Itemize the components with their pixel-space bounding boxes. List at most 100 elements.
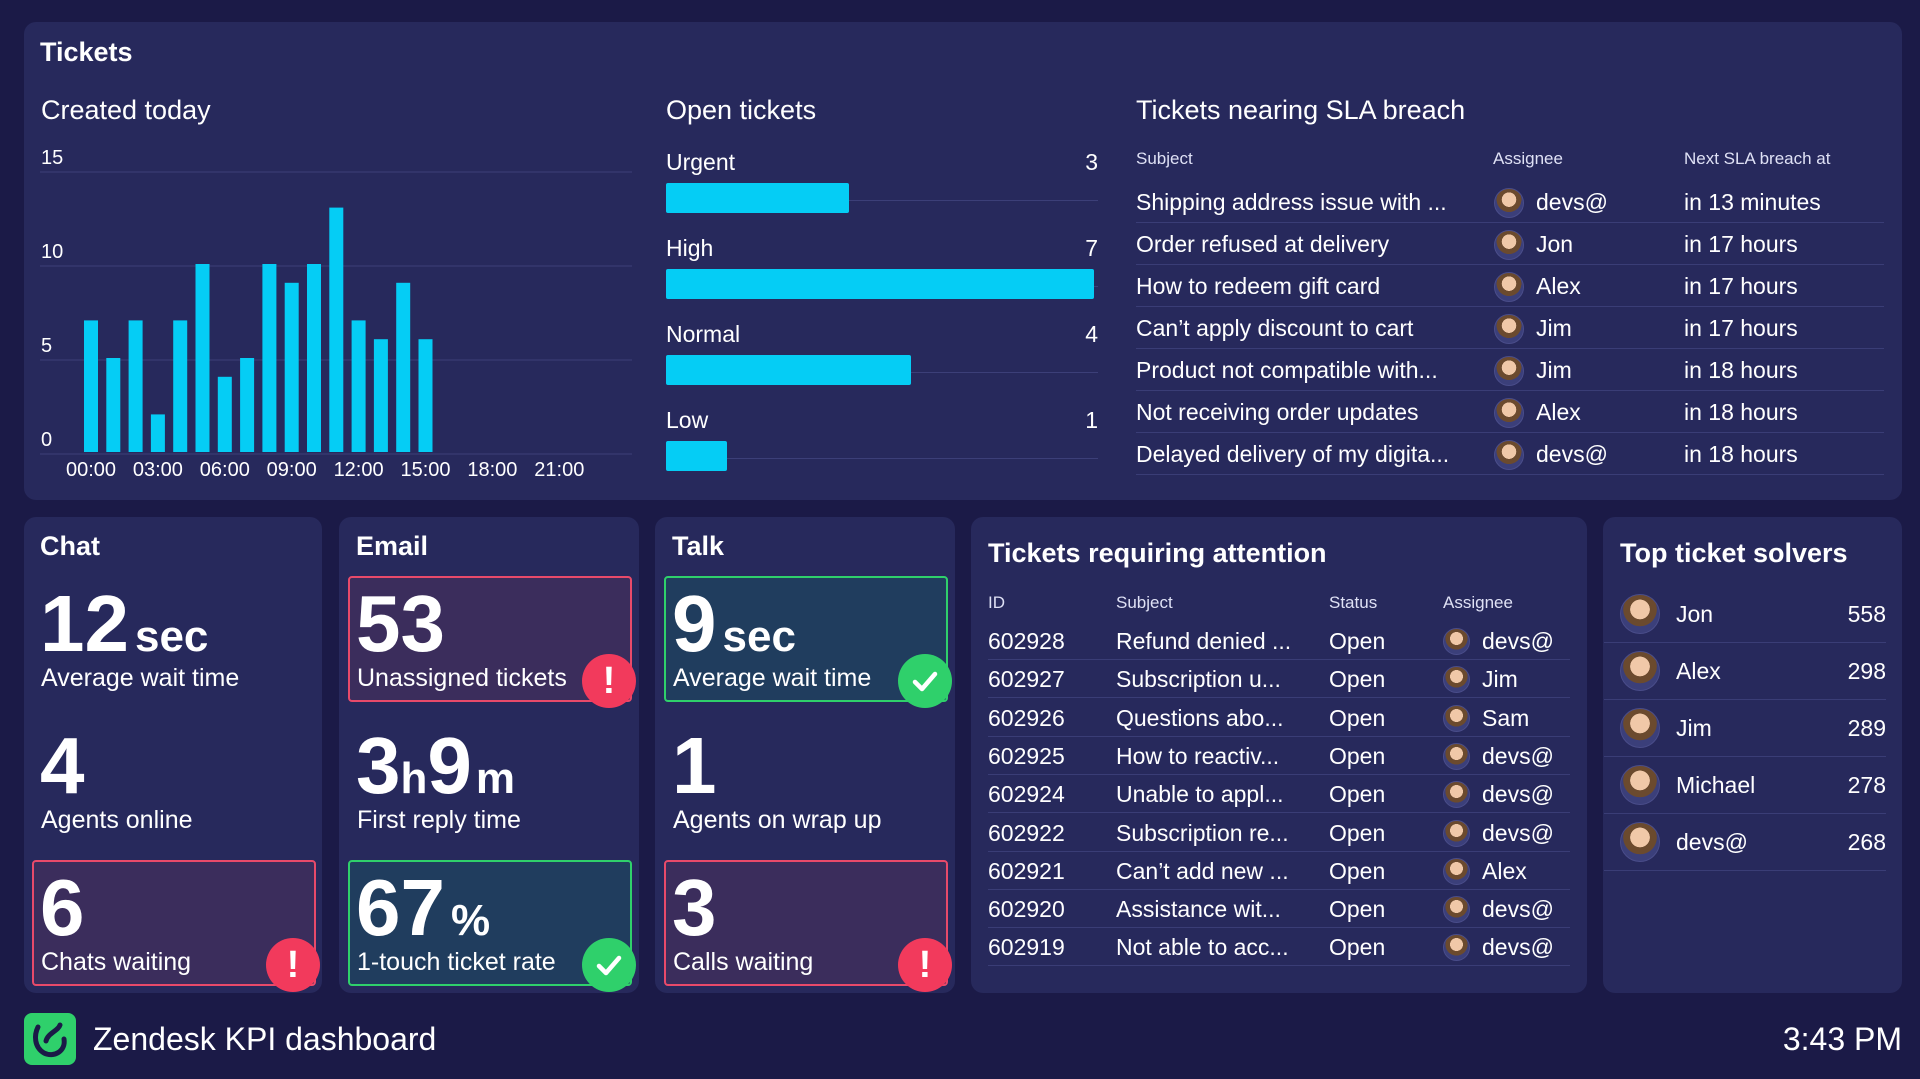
attention-id: 602928 (988, 628, 1065, 654)
chat-agents-value: 4 (40, 721, 85, 810)
attention-subject: Can’t add new ... (1116, 857, 1289, 884)
attention-assignee: Sam (1482, 704, 1530, 731)
open-tickets-bar (666, 183, 849, 213)
first-reply-hours: 3 (356, 721, 401, 810)
attention-assignee: devs@ (1482, 742, 1554, 769)
solver-avatar-icon (1620, 765, 1660, 805)
solver-row[interactable]: Jim 289 (1604, 700, 1886, 757)
attention-status: Open (1329, 896, 1386, 923)
sla-row[interactable]: How to redeem gift card Alex in 17 hours (1136, 265, 1884, 307)
sla-next-breach: in 17 hours (1684, 273, 1798, 299)
open-tickets-label: Low (666, 407, 709, 433)
chats-waiting-value: 6 (40, 863, 85, 952)
attention-assignee: devs@ (1482, 896, 1554, 923)
attention-assignee: Jim (1482, 666, 1518, 693)
talk-wait-value: 9 sec (672, 584, 796, 664)
solver-avatar-icon (1620, 594, 1660, 634)
attention-row[interactable]: 602920 Assistance wit... Open devs@ (988, 890, 1570, 929)
sla-row[interactable]: Product not compatible with... Jim in 18 h… (1136, 349, 1884, 391)
calls-waiting-value: 3 (672, 863, 717, 952)
sla-row[interactable]: Order refused at delivery Jon in 17 hours (1136, 223, 1884, 265)
solver-count: 298 (1847, 658, 1886, 684)
solver-name: Alex (1676, 658, 1721, 684)
assignee-avatar-icon (1494, 188, 1524, 218)
sla-subject: Delayed delivery of my digita... (1136, 441, 1450, 467)
attention-assignee: devs@ (1482, 819, 1554, 846)
sla-header-assignee: Assignee (1493, 149, 1563, 168)
sla-title: Tickets nearing SLA breach (1136, 95, 1466, 125)
tickets-panel-title: Tickets (40, 37, 133, 67)
attention-status: Open (1329, 704, 1386, 731)
attention-row[interactable]: 602928 Refund denied ... Open devs@ (988, 622, 1570, 660)
attention-subject: Subscription u... (1116, 666, 1281, 693)
sla-assignee: Jon (1536, 231, 1574, 257)
sla-row[interactable]: Shipping address issue with ... devs@ in 1… (1136, 181, 1884, 223)
open-tickets-row-urgent: Urgent 3 (666, 149, 1098, 235)
solver-count: 558 (1847, 601, 1886, 627)
talk-wait-number: 9 (672, 579, 717, 668)
solver-count: 289 (1847, 715, 1886, 741)
talk-wait-unit: sec (722, 612, 796, 661)
attention-row[interactable]: 602926 Questions abo... Open Sam (988, 699, 1570, 737)
open-tickets-row-normal: Normal 4 (666, 321, 1098, 407)
solver-count: 268 (1847, 829, 1886, 855)
solver-row[interactable]: devs@ 268 (1604, 814, 1886, 871)
attention-id: 602919 (988, 934, 1065, 961)
attention-assignee: devs@ (1482, 781, 1554, 808)
open-tickets-label: Normal (666, 321, 741, 347)
open-tickets-bar (666, 269, 1094, 299)
first-reply-label: First reply time (357, 806, 521, 834)
attention-row[interactable]: 602919 Not able to acc... Open devs@ (988, 928, 1570, 967)
attention-status: Open (1329, 666, 1386, 693)
attention-row[interactable]: 602927 Subscription u... Open Jim (988, 660, 1570, 699)
attention-header-assignee: Assignee (1443, 593, 1513, 612)
sla-next-breach: in 18 hours (1684, 399, 1798, 425)
attention-row[interactable]: 602921 Can’t add new ... Open Alex (988, 852, 1570, 890)
created-today-title: Created today (41, 95, 211, 125)
attention-row[interactable]: 602924 Unable to appl... Open devs@ (988, 775, 1570, 814)
solver-row[interactable]: Jon 558 (1604, 586, 1886, 643)
talk-wait-label: Average wait time (673, 664, 872, 692)
attention-subject: Subscription re... (1116, 819, 1289, 846)
sla-row[interactable]: Can’t apply discount to cart Jim in 17 hou… (1136, 307, 1884, 349)
open-tickets-track (666, 458, 1098, 459)
attention-subject: Refund denied ... (1116, 628, 1292, 654)
chat-wait-number: 12 (40, 579, 129, 668)
sla-row[interactable]: Not receiving order updates Alex in 18 hou… (1136, 391, 1884, 433)
sla-assignee: Jim (1536, 357, 1572, 383)
assignee-avatar-icon (1443, 704, 1470, 732)
attention-status: Open (1329, 781, 1386, 808)
attention-status: Open (1329, 857, 1386, 884)
attention-header-id: ID (988, 593, 1005, 612)
sla-next-breach: in 18 hours (1684, 441, 1798, 467)
sla-next-breach: in 17 hours (1684, 315, 1798, 341)
attention-subject: Not able to acc... (1116, 934, 1289, 961)
open-tickets-row-high: High 7 (666, 235, 1098, 321)
assignee-avatar-icon (1494, 272, 1524, 302)
sla-header-next: Next SLA breach at (1684, 149, 1831, 168)
attention-status: Open (1329, 628, 1386, 654)
solver-name: devs@ (1676, 829, 1748, 855)
solver-row[interactable]: Alex 298 (1604, 643, 1886, 700)
assignee-avatar-icon (1443, 666, 1470, 694)
open-tickets-bar (666, 355, 911, 385)
attention-row[interactable]: 602922 Subscription re... Open devs@ (988, 814, 1570, 852)
sla-assignee: Alex (1536, 399, 1581, 425)
assignee-avatar-icon (1443, 628, 1470, 655)
sla-row[interactable]: Delayed delivery of my digita... devs@ in … (1136, 433, 1884, 475)
sla-subject: How to redeem gift card (1136, 273, 1381, 299)
attention-id: 602922 (988, 819, 1065, 846)
sla-subject: Not receiving order updates (1136, 399, 1419, 425)
solver-name: Jon (1676, 601, 1714, 627)
sla-subject: Can’t apply discount to cart (1136, 315, 1414, 341)
attention-row[interactable]: 602925 How to reactiv... Open devs@ (988, 737, 1570, 775)
calls-waiting-alert-icon: ! (898, 938, 952, 992)
attention-assignee: devs@ (1482, 628, 1554, 654)
attention-id: 602926 (988, 704, 1065, 731)
open-tickets-label: Urgent (666, 149, 736, 175)
talk-wait-check-icon (898, 654, 952, 708)
solver-row[interactable]: Michael 278 (1604, 757, 1886, 814)
attention-assignee: Alex (1482, 857, 1527, 884)
solver-avatar-icon (1620, 708, 1660, 748)
solvers-title: Top ticket solvers (1620, 538, 1848, 568)
